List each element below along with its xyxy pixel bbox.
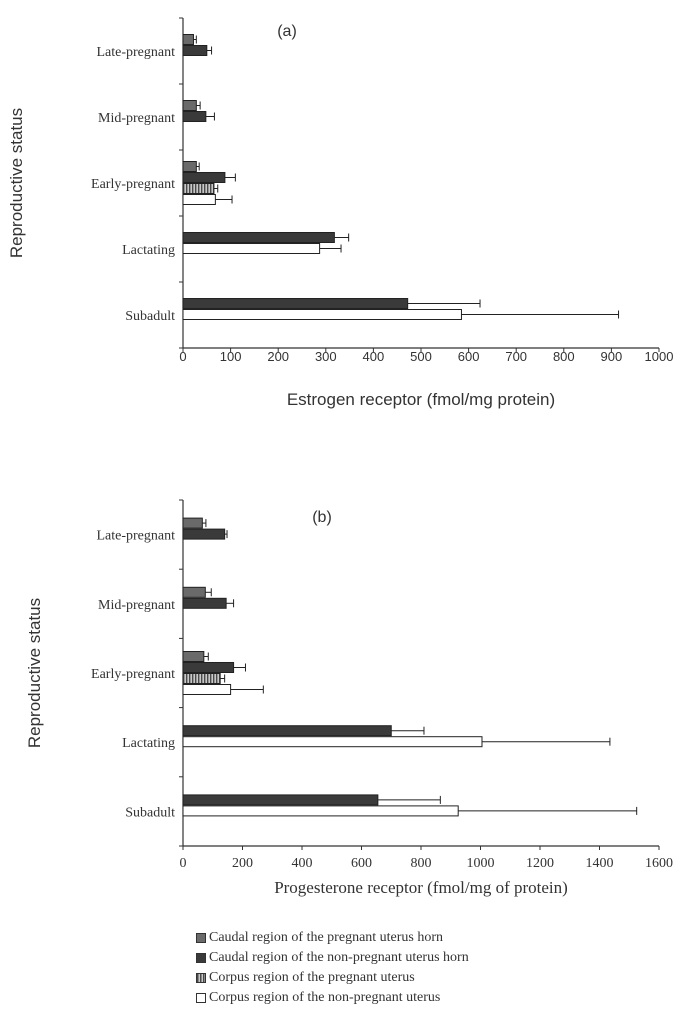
- legend-label: Corpus region of the non-pregnant uterus: [209, 990, 441, 1005]
- x-axis-title: Progesterone receptor (fmol/mg of protei…: [274, 878, 568, 897]
- category-label: Subadult: [125, 309, 175, 324]
- bar: [182, 725, 392, 737]
- x-tick-label: 700: [505, 349, 527, 364]
- bar: [182, 597, 227, 609]
- bar: [182, 243, 321, 254]
- bar: [182, 172, 226, 183]
- bar: [182, 45, 208, 56]
- category-label: Early-pregnant: [91, 177, 175, 192]
- bar: [182, 528, 226, 540]
- legend-item: Caudal region of the pregnant uterus hor…: [196, 928, 666, 948]
- category-label: Late-pregnant: [96, 529, 175, 544]
- bar: [182, 232, 335, 243]
- x-tick-label: 600: [351, 856, 372, 871]
- x-tick-label: 800: [411, 856, 432, 871]
- bar: [182, 161, 197, 172]
- bar: [182, 517, 203, 529]
- bar: [182, 794, 379, 806]
- bar: [182, 100, 197, 111]
- x-tick-label: 1200: [526, 856, 554, 871]
- x-tick-label: 1000: [645, 349, 674, 364]
- bar: [182, 651, 205, 662]
- x-tick-label: 900: [601, 349, 623, 364]
- bar: [182, 309, 462, 320]
- legend: Caudal region of the pregnant uterus hor…: [196, 928, 666, 1008]
- panel-label: (b): [312, 509, 332, 526]
- bar: [182, 684, 232, 695]
- x-axis-title: Estrogen receptor (fmol/mg protein): [287, 390, 555, 409]
- category-label: Lactating: [122, 243, 175, 258]
- legend-label: Caudal region of the pregnant uterus hor…: [209, 930, 444, 945]
- bar: [182, 736, 483, 748]
- y-axis-title: Reproductive status: [7, 108, 26, 258]
- x-tick-label: 1600: [645, 856, 673, 871]
- y-axis-title: Reproductive status: [25, 598, 44, 748]
- legend-swatch: [196, 993, 206, 1003]
- bar: [182, 34, 194, 45]
- x-tick-label: 500: [410, 349, 432, 364]
- panel-label: (a): [277, 23, 297, 40]
- legend-swatch: [196, 933, 206, 943]
- legend-item: Caudal region of the non-pregnant uterus…: [196, 948, 666, 968]
- category-label: Lactating: [122, 736, 175, 751]
- category-label: Early-pregnant: [91, 667, 175, 682]
- x-tick-label: 100: [220, 349, 242, 364]
- bar: [182, 673, 221, 684]
- x-tick-label: 0: [180, 856, 187, 871]
- bar: [182, 298, 409, 309]
- bar: [182, 805, 459, 817]
- x-tick-label: 0: [179, 349, 186, 364]
- x-tick-label: 300: [315, 349, 337, 364]
- bar: [182, 183, 215, 194]
- category-label: Mid-pregnant: [98, 111, 175, 126]
- x-tick-label: 400: [292, 856, 313, 871]
- bar: [182, 662, 235, 673]
- x-tick-label: 200: [232, 856, 253, 871]
- legend-swatch: [196, 973, 206, 983]
- category-label: Mid-pregnant: [98, 598, 175, 613]
- x-tick-label: 200: [267, 349, 289, 364]
- x-tick-label: 1400: [586, 856, 614, 871]
- x-tick-label: 600: [458, 349, 480, 364]
- category-label: Late-pregnant: [96, 45, 175, 60]
- x-tick-label: 1000: [467, 856, 495, 871]
- category-label: Subadult: [125, 805, 175, 820]
- legend-item: Corpus region of the non-pregnant uterus: [196, 988, 666, 1008]
- legend-swatch: [196, 953, 206, 963]
- x-tick-label: 800: [553, 349, 575, 364]
- bar: [182, 111, 207, 122]
- legend-label: Caudal region of the non-pregnant uterus…: [209, 950, 469, 965]
- legend-label: Corpus region of the pregnant uterus: [209, 970, 415, 985]
- legend-item: Corpus region of the pregnant uterus: [196, 968, 666, 988]
- bar: [182, 194, 216, 205]
- bar: [182, 586, 206, 598]
- x-tick-label: 400: [363, 349, 385, 364]
